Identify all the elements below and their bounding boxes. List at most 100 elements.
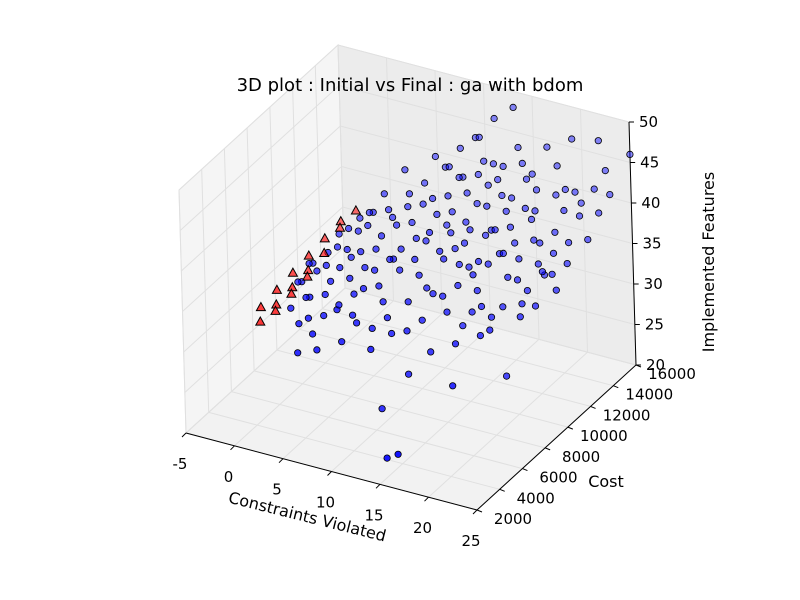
circle-point bbox=[333, 243, 342, 251]
circle-point bbox=[343, 245, 351, 254]
circle-point bbox=[346, 274, 354, 282]
circle-point bbox=[455, 173, 463, 182]
circle-point bbox=[473, 200, 481, 208]
circle-point bbox=[372, 245, 380, 253]
circle-point bbox=[420, 179, 429, 187]
circle-point bbox=[459, 322, 467, 330]
circle-point bbox=[455, 260, 463, 269]
circle-point bbox=[454, 281, 462, 290]
circle-point bbox=[469, 271, 477, 279]
circle-point bbox=[480, 157, 488, 165]
x-tick-label: -5 bbox=[173, 455, 188, 473]
circle-point bbox=[498, 191, 506, 200]
z-gridline bbox=[179, 84, 631, 231]
circle-point bbox=[322, 261, 330, 269]
circle-point bbox=[431, 152, 439, 161]
circle-point bbox=[415, 271, 423, 279]
tick-labels: -5 0 5 10 15 20 25 2000 4000 6000 8000 10000 12000 14… bbox=[173, 113, 696, 550]
circle-point bbox=[462, 218, 470, 226]
circle-point bbox=[443, 308, 451, 316]
circle-point bbox=[447, 229, 455, 237]
circle-point bbox=[491, 226, 499, 234]
circle-point bbox=[552, 191, 560, 199]
circle-point bbox=[451, 245, 459, 253]
circle-point bbox=[466, 226, 474, 234]
circle-point bbox=[394, 450, 402, 458]
z-tick-label: 50 bbox=[639, 113, 658, 131]
x-tick bbox=[230, 445, 235, 451]
circle-point bbox=[294, 349, 302, 357]
circle-point bbox=[295, 320, 303, 328]
circle-point bbox=[440, 255, 448, 263]
circle-point bbox=[511, 239, 519, 247]
circle-point bbox=[404, 298, 412, 306]
circle-point bbox=[548, 270, 556, 278]
circle-point bbox=[494, 176, 502, 184]
circle-point bbox=[532, 186, 541, 194]
circle-point bbox=[460, 239, 469, 247]
x-tick bbox=[424, 496, 429, 502]
triangle-point bbox=[334, 222, 346, 232]
x-tick bbox=[278, 458, 284, 464]
circle-point bbox=[344, 224, 353, 233]
circle-point bbox=[473, 286, 481, 295]
circle-point bbox=[590, 185, 598, 193]
y-tick-label: 4000 bbox=[517, 489, 555, 507]
circle-point bbox=[481, 231, 490, 239]
triangle-point bbox=[254, 315, 266, 326]
circle-point bbox=[404, 370, 413, 378]
x-tick bbox=[181, 432, 187, 438]
z-gridline bbox=[183, 206, 634, 353]
circle-point bbox=[386, 255, 394, 263]
circle-point bbox=[531, 207, 539, 215]
circle-point bbox=[405, 190, 413, 198]
circle-point bbox=[571, 188, 579, 196]
x-tick-label: 0 bbox=[224, 468, 234, 486]
circle-point bbox=[552, 286, 560, 294]
z-gridline bbox=[185, 287, 637, 434]
y-tick-label: 14000 bbox=[625, 386, 673, 404]
circle-point bbox=[335, 230, 343, 238]
circle-point bbox=[564, 239, 573, 247]
circle-point bbox=[404, 203, 412, 211]
circle-point bbox=[444, 192, 452, 200]
circle-point bbox=[335, 301, 343, 309]
circle-point bbox=[359, 284, 368, 293]
x-tick-label: 25 bbox=[461, 532, 480, 550]
circle-point bbox=[378, 405, 386, 413]
circle-point bbox=[499, 249, 507, 257]
triangle-point bbox=[286, 288, 297, 298]
triangle-point bbox=[319, 232, 331, 243]
circle-point bbox=[418, 316, 426, 324]
circle-point bbox=[536, 239, 544, 247]
circle-point bbox=[563, 259, 571, 268]
circle-point bbox=[304, 314, 312, 322]
circle-point bbox=[483, 202, 491, 210]
z-axis-label: Implemented Features bbox=[699, 172, 718, 352]
x-tick bbox=[472, 509, 478, 515]
circle-point bbox=[388, 213, 397, 221]
x-tick-label: 15 bbox=[364, 506, 383, 524]
circle-point bbox=[528, 170, 536, 178]
triangle-point bbox=[303, 249, 315, 260]
circle-point bbox=[474, 257, 483, 266]
circle-point bbox=[543, 143, 551, 151]
circle-point bbox=[436, 247, 444, 255]
data-points bbox=[254, 103, 634, 462]
circle-point bbox=[509, 103, 517, 112]
circle-point bbox=[403, 327, 411, 335]
circle-point bbox=[408, 218, 416, 227]
circle-point bbox=[502, 207, 510, 215]
y-tick-label: 2000 bbox=[494, 510, 532, 528]
y-tick-label: 8000 bbox=[562, 448, 600, 466]
circle-point bbox=[367, 345, 375, 353]
tick-marks bbox=[181, 121, 642, 515]
z-tick-label: 25 bbox=[645, 316, 664, 334]
y-tick-label: 12000 bbox=[603, 406, 651, 424]
circle-point bbox=[601, 167, 609, 175]
circle-point bbox=[626, 150, 634, 158]
circle-point bbox=[305, 259, 313, 268]
circle-point bbox=[456, 144, 464, 152]
circle-point bbox=[530, 236, 538, 244]
y-tick-label: 10000 bbox=[580, 427, 628, 445]
